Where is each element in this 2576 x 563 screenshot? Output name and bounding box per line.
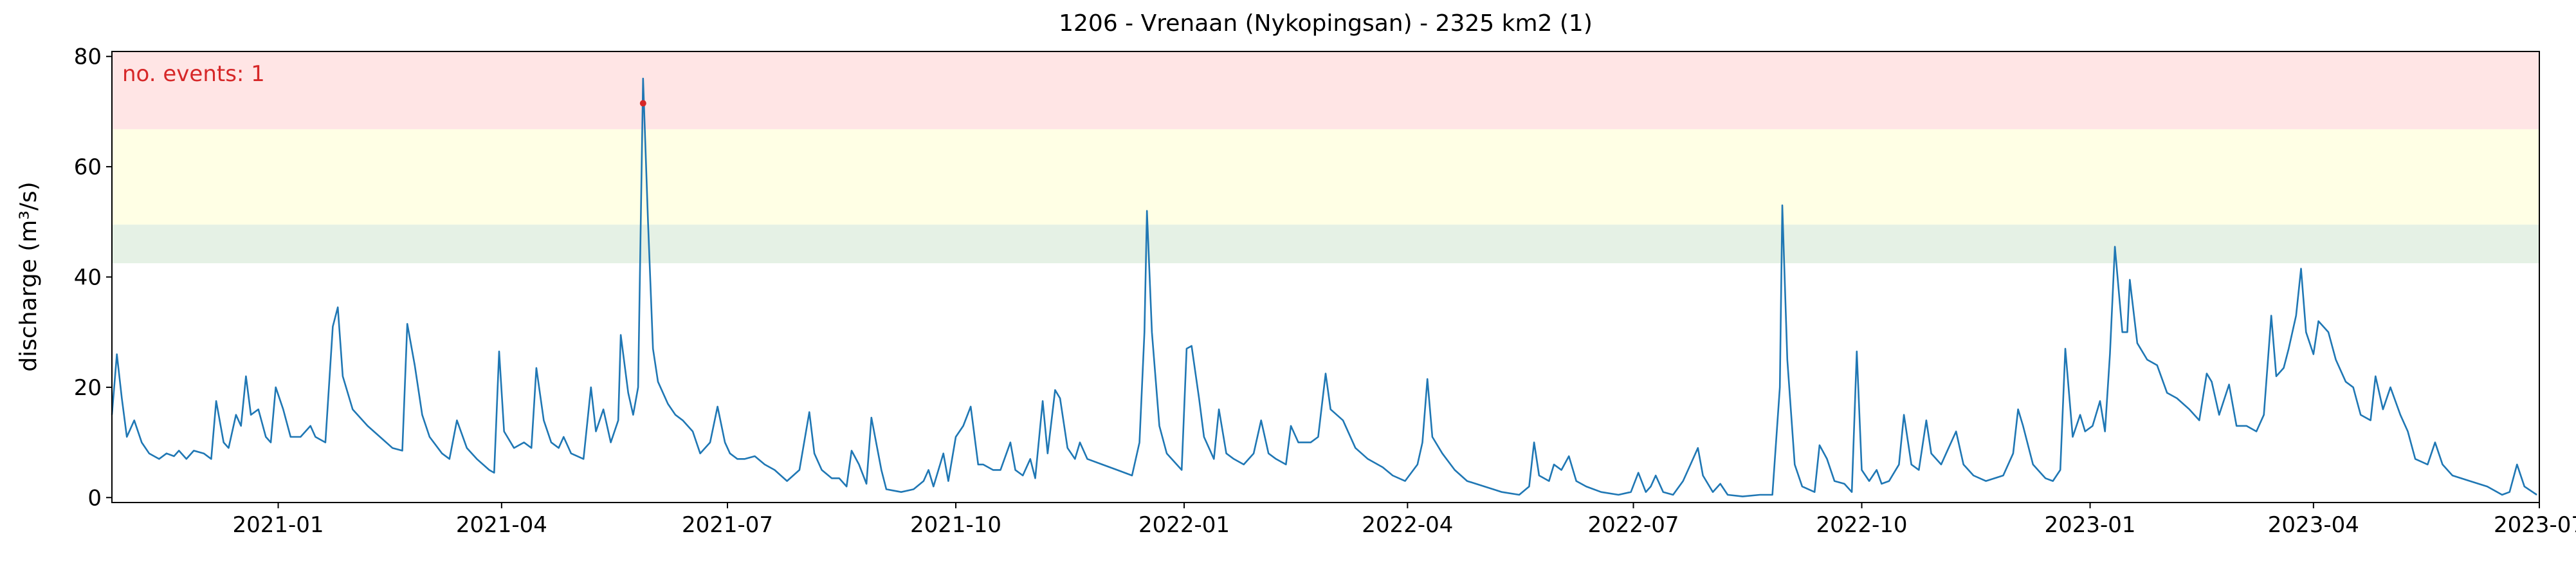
y-tick-label: 40	[74, 265, 102, 291]
x-tick-label: 2022-07	[1587, 512, 1679, 538]
event-point	[639, 100, 646, 107]
y-tick-label: 0	[87, 485, 102, 511]
discharge-line	[111, 77, 2537, 497]
x-tick-label: 2023-01	[2045, 512, 2136, 538]
y-tick-label: 60	[74, 154, 102, 180]
x-tick-label: 2021-07	[682, 512, 773, 538]
x-tick-label: 2023-04	[2268, 512, 2359, 538]
threshold-band	[112, 129, 2539, 225]
y-tick-label: 80	[74, 44, 102, 70]
threshold-band	[112, 225, 2539, 264]
x-tick-label: 2021-01	[233, 512, 324, 538]
plot-frame	[111, 51, 2540, 503]
y-tick-label: 20	[74, 375, 102, 401]
x-tick-label: 2023-07	[2494, 512, 2576, 538]
y-axis-label: discharge (m³/s)	[15, 181, 42, 371]
x-tick-label: 2022-10	[1816, 512, 1907, 538]
chart-title: 1206 - Vrenaan (Nykopingsan) - 2325 km2 …	[1059, 10, 1593, 37]
x-tick-label: 2022-04	[1362, 512, 1453, 538]
event-count: no. events: 1	[122, 61, 265, 87]
x-tick-label: 2021-04	[456, 512, 547, 538]
x-tick-label: 2021-10	[910, 512, 1001, 538]
x-tick-label: 2022-01	[1138, 512, 1230, 538]
threshold-band	[112, 51, 2539, 129]
